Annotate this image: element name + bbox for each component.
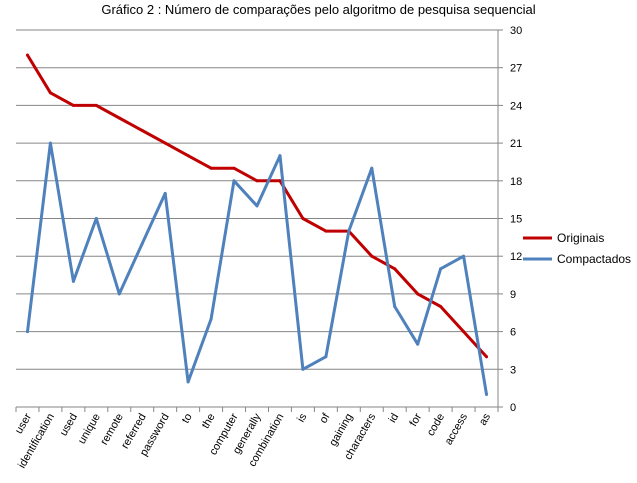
x-tick-label: used — [58, 412, 80, 439]
data-point-compactados — [209, 317, 213, 321]
data-point-originais — [462, 330, 466, 334]
data-point-compactados — [439, 267, 443, 271]
x-tick-label: to — [180, 412, 195, 426]
legend: Originais Compactados — [523, 231, 631, 266]
x-tick-label: code — [425, 412, 447, 439]
data-point-compactados — [48, 141, 52, 145]
data-point-originais — [140, 129, 144, 133]
x-tick-label: as — [477, 411, 493, 427]
y-tick-label: 9 — [510, 289, 516, 301]
y-tick-label: 21 — [510, 138, 522, 150]
y-tick-label: 6 — [510, 327, 516, 339]
y-tick-label: 18 — [510, 176, 522, 188]
data-point-compactados — [255, 204, 259, 208]
data-point-compactados — [347, 229, 351, 233]
y-tick-label: 3 — [510, 364, 516, 376]
data-point-compactados — [301, 367, 305, 371]
y-tick-label: 12 — [510, 251, 522, 263]
data-point-compactados — [117, 292, 121, 296]
y-tick-label: 24 — [510, 100, 522, 112]
data-point-originais — [301, 217, 305, 220]
data-point-compactados — [416, 342, 420, 346]
data-point-originais — [393, 267, 397, 271]
data-point-originais — [232, 166, 236, 170]
data-point-originais — [324, 229, 328, 233]
data-point-originais — [278, 179, 282, 183]
x-tick-label: id — [387, 412, 402, 425]
x-tick-label: of — [317, 411, 332, 426]
legend-label: Originais — [557, 231, 604, 245]
y-tick-label: 27 — [510, 63, 522, 75]
data-point-originais — [255, 179, 259, 183]
y-tick-label: 0 — [510, 402, 516, 414]
data-point-compactados — [393, 304, 397, 308]
data-point-compactados — [25, 330, 29, 334]
x-tick-label: user — [13, 411, 34, 436]
data-point-compactados — [232, 179, 236, 183]
data-point-originais — [163, 141, 167, 145]
data-point-compactados — [485, 392, 489, 396]
gridlines — [16, 29, 498, 408]
data-point-originais — [94, 103, 98, 107]
data-point-compactados — [163, 191, 167, 195]
data-point-originais — [48, 91, 52, 95]
data-point-compactados — [462, 254, 466, 258]
data-point-originais — [209, 166, 213, 170]
data-point-compactados — [324, 355, 328, 359]
data-point-compactados — [94, 217, 98, 220]
data-point-compactados — [370, 166, 374, 170]
data-point-originais — [439, 304, 443, 308]
data-point-originais — [485, 355, 489, 359]
legend-label: Compactados — [557, 252, 631, 266]
series-lines — [25, 53, 489, 396]
data-point-compactados — [71, 279, 75, 283]
x-tick-label: the — [200, 412, 218, 431]
data-point-compactados — [278, 154, 282, 158]
data-point-compactados — [140, 242, 144, 246]
x-tick-label: access — [443, 411, 471, 447]
data-point-originais — [416, 292, 420, 296]
y-tick-label: 30 — [510, 25, 522, 37]
x-tick-label: for — [407, 411, 424, 428]
chart-title: Gráfico 2 : Número de comparações pelo a… — [101, 2, 536, 17]
data-point-originais — [186, 154, 190, 158]
data-point-originais — [117, 116, 121, 120]
y-tick-label: 15 — [510, 214, 522, 226]
data-point-originais — [71, 103, 75, 107]
x-tick-label: is — [295, 411, 310, 424]
data-point-compactados — [186, 380, 190, 384]
data-point-originais — [370, 254, 374, 258]
data-point-originais — [25, 53, 29, 57]
